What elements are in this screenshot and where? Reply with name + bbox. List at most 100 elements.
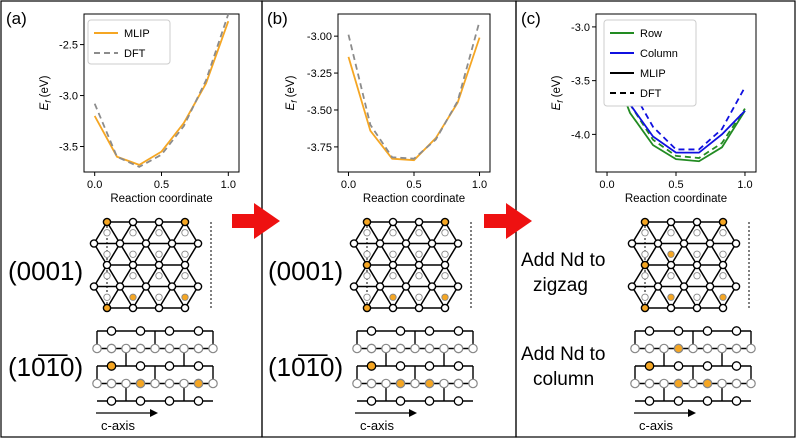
c-axis-arrow-a: c-axis bbox=[96, 409, 158, 433]
plot-frame bbox=[337, 13, 491, 173]
lattice-site-gray bbox=[441, 293, 449, 301]
c-axis-label: c-axis bbox=[101, 418, 135, 433]
lattice-site bbox=[375, 239, 385, 248]
lattice-site-gray bbox=[439, 343, 449, 354]
y-tick-label: -4.0 bbox=[571, 129, 590, 141]
lattice-site-gray bbox=[659, 378, 669, 389]
lattice-site-gray bbox=[415, 229, 423, 237]
lattice-site bbox=[453, 282, 463, 291]
lattice-site-gray bbox=[208, 378, 218, 389]
legend-label: DFT bbox=[640, 88, 662, 100]
lattice-site bbox=[414, 260, 424, 270]
lattice-site bbox=[453, 326, 464, 336]
lattice-site bbox=[362, 303, 372, 313]
lattice-site bbox=[135, 396, 146, 406]
lattice-site-gray bbox=[468, 343, 478, 354]
lattice-site bbox=[640, 303, 650, 313]
series-line-dft bbox=[347, 21, 481, 160]
lattice-site bbox=[731, 361, 742, 371]
lattice-site bbox=[128, 260, 138, 270]
lattice-site bbox=[375, 282, 385, 291]
legend-label: Column bbox=[640, 48, 678, 60]
lattice-site bbox=[666, 260, 676, 270]
lattice-site bbox=[135, 343, 146, 354]
lattice-site bbox=[362, 217, 372, 227]
lattice-site-gray bbox=[363, 229, 371, 237]
x-tick-label: 1.0 bbox=[737, 179, 752, 191]
c-axis-label: c-axis bbox=[639, 418, 673, 433]
y-axis-label-symbol: E bbox=[551, 102, 563, 110]
lattice-site bbox=[164, 378, 175, 389]
lattice-site bbox=[692, 217, 702, 227]
lattice-site-gray bbox=[641, 250, 649, 258]
lattice-site bbox=[106, 343, 117, 354]
lattice-site bbox=[395, 378, 406, 389]
lattice-site bbox=[702, 378, 713, 389]
y-axis-label-unit: (eV) bbox=[285, 75, 297, 100]
lattice-site bbox=[653, 282, 663, 291]
lattice-site bbox=[627, 239, 637, 248]
lattice-site bbox=[731, 343, 742, 354]
lattice-site bbox=[388, 303, 398, 313]
series-line-dft bbox=[93, 13, 230, 168]
x-tick-label: 1.0 bbox=[472, 179, 487, 191]
lattice-site bbox=[731, 239, 741, 248]
series-line-mlip bbox=[347, 37, 481, 162]
lattice-site bbox=[128, 217, 138, 227]
lattice-site-gray bbox=[389, 250, 397, 258]
lattice-site-gray bbox=[415, 272, 423, 280]
lattice-site bbox=[453, 396, 464, 406]
y-axis-label: Ef (eV) bbox=[39, 75, 53, 110]
x-tick-label: 1.0 bbox=[221, 179, 236, 191]
lattice-site bbox=[679, 282, 689, 291]
lattice-site bbox=[401, 282, 411, 291]
lattice-site bbox=[673, 326, 684, 336]
lattice-site-gray bbox=[155, 229, 163, 237]
lattice-site bbox=[692, 303, 702, 313]
lattice-site bbox=[106, 396, 117, 406]
lattice-site-gray bbox=[363, 272, 371, 280]
lattice-site bbox=[440, 303, 450, 313]
lattice-site bbox=[167, 282, 177, 291]
y-tick-label: -3.0 bbox=[59, 91, 78, 103]
y-tick-label: -3.5 bbox=[59, 142, 78, 154]
lattice-site bbox=[424, 326, 435, 336]
lattice-site-gray bbox=[155, 293, 163, 301]
rect-lattice-diagram bbox=[92, 326, 218, 406]
lattice-site-gray bbox=[92, 378, 102, 389]
lattice-site bbox=[718, 217, 728, 227]
lattice-site bbox=[679, 239, 689, 248]
lattice-site bbox=[193, 282, 203, 291]
lattice-site bbox=[673, 343, 684, 354]
rect-lattice-diagram bbox=[630, 326, 756, 406]
lattice-site bbox=[193, 361, 204, 371]
caption-c-zigzag: zigzag bbox=[533, 275, 588, 296]
lattice-site-gray bbox=[352, 343, 362, 354]
lattice-site-gray bbox=[667, 250, 675, 258]
lattice-site-gray bbox=[667, 272, 675, 280]
lattice-site bbox=[453, 378, 464, 389]
y-axis-label-subscript: f bbox=[44, 100, 53, 103]
lattice-site-gray bbox=[179, 343, 189, 354]
lattice-site bbox=[154, 217, 164, 227]
chart-panel-1: 0.0 0.5 1.0 -3.75 -3.50 -3.25 -3.00 Reaction co… bbox=[285, 13, 491, 205]
legend-box bbox=[603, 19, 697, 107]
legend-label: Row bbox=[640, 28, 662, 40]
lattice-site bbox=[702, 361, 713, 371]
y-axis-label-symbol: E bbox=[285, 102, 297, 110]
caption-b-1010: (10̅1̅0) bbox=[268, 352, 343, 382]
lattice-site-gray bbox=[381, 378, 391, 389]
lattice-site bbox=[644, 343, 655, 354]
lattice-site bbox=[164, 343, 175, 354]
lattice-site bbox=[180, 303, 190, 313]
lattice-site-gray bbox=[181, 229, 189, 237]
lattice-site-gray bbox=[719, 293, 727, 301]
lattice-site-gray bbox=[415, 293, 423, 301]
lattice-site-gray bbox=[746, 378, 756, 389]
lattice-site bbox=[718, 303, 728, 313]
lattice-site bbox=[453, 361, 464, 371]
y-axis-label: Ef (eV) bbox=[285, 75, 299, 110]
lattice-site bbox=[115, 239, 125, 248]
lattice-site-gray bbox=[746, 343, 756, 354]
lattice-site bbox=[666, 303, 676, 313]
